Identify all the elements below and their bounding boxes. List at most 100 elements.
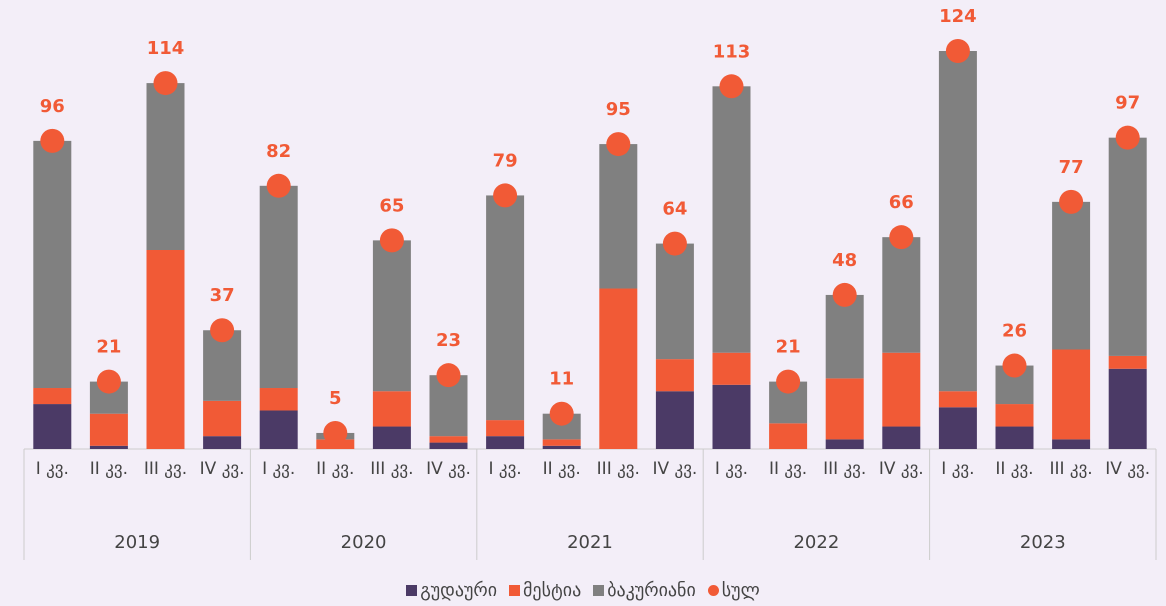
bar-segment bbox=[146, 83, 185, 250]
bar-segment bbox=[599, 288, 638, 449]
legend-item: მესტია bbox=[509, 580, 581, 601]
x-tick-label: II კვ. bbox=[542, 459, 581, 479]
value-label: 21 bbox=[96, 337, 121, 358]
bar-segment bbox=[259, 388, 298, 411]
x-tick-label: IV კვ. bbox=[426, 459, 471, 479]
value-label: 37 bbox=[210, 285, 235, 306]
bar-segment bbox=[599, 144, 638, 289]
bar-segment bbox=[486, 195, 525, 421]
legend-label: ბაკურიანი bbox=[607, 580, 696, 601]
total-dot bbox=[96, 369, 121, 394]
group-label: 2019 bbox=[114, 532, 161, 553]
x-tick-label: II კვ. bbox=[316, 459, 355, 479]
bar-segment bbox=[89, 445, 128, 449]
bar-segment bbox=[712, 86, 751, 353]
total-dot bbox=[40, 128, 65, 153]
bar-segment bbox=[542, 439, 581, 446]
bar-segment bbox=[882, 426, 921, 449]
value-label: 96 bbox=[40, 96, 65, 117]
total-dot bbox=[662, 231, 687, 256]
group-label: 2020 bbox=[340, 532, 387, 553]
legend-label: სულ bbox=[721, 580, 760, 601]
bar-segment bbox=[146, 250, 185, 449]
x-tick-label: IV კვ. bbox=[878, 459, 924, 479]
bar-segment bbox=[938, 391, 977, 408]
value-label: 82 bbox=[266, 141, 291, 162]
x-tick-label: IV კვ. bbox=[199, 459, 245, 479]
x-tick-label: II კვ. bbox=[89, 459, 128, 479]
value-label: 113 bbox=[713, 41, 751, 62]
x-tick-label: I კვ. bbox=[262, 459, 296, 479]
bar-segment bbox=[1108, 368, 1147, 449]
bar-segment bbox=[33, 404, 72, 449]
total-dot bbox=[889, 225, 914, 250]
value-label: 97 bbox=[1115, 93, 1140, 114]
bar-segment bbox=[429, 442, 468, 449]
total-dot bbox=[493, 183, 518, 208]
bar-segment bbox=[769, 423, 808, 449]
bar-segment bbox=[938, 407, 977, 449]
bar-segment bbox=[825, 294, 864, 379]
x-tick-label: I კვ. bbox=[488, 459, 522, 479]
legend-item: სულ bbox=[707, 580, 760, 601]
total-dot bbox=[1059, 189, 1084, 214]
bar-segment bbox=[372, 426, 411, 449]
bar-segment bbox=[1052, 201, 1091, 350]
legend-item: გუდაური bbox=[406, 580, 497, 601]
bar-segment bbox=[1108, 137, 1147, 356]
legend-swatch bbox=[593, 585, 605, 596]
x-tick-label: II კვ. bbox=[768, 459, 808, 479]
total-dot bbox=[436, 363, 461, 388]
bar-segment bbox=[89, 413, 128, 446]
bar-segment bbox=[372, 391, 411, 427]
bar-segment bbox=[995, 426, 1034, 449]
value-label: 26 bbox=[1002, 321, 1027, 342]
legend: გუდაური მესტია ბაკურიანი სულ bbox=[0, 580, 1166, 601]
value-label: 124 bbox=[939, 6, 977, 27]
value-label: 79 bbox=[493, 150, 518, 171]
total-dot bbox=[549, 401, 574, 426]
group-label: 2021 bbox=[567, 532, 613, 553]
bar-segment bbox=[712, 352, 751, 385]
legend-swatch bbox=[406, 585, 418, 596]
bar-segment bbox=[372, 240, 411, 392]
legend-swatch bbox=[707, 585, 719, 596]
x-tick-label: I კვ. bbox=[714, 459, 749, 479]
legend-label: გუდაური bbox=[420, 580, 498, 601]
value-label: 64 bbox=[662, 199, 687, 220]
value-label: 77 bbox=[1059, 157, 1084, 178]
bar-segment bbox=[655, 391, 694, 449]
value-label: 65 bbox=[379, 195, 404, 216]
x-tick-label: I კვ. bbox=[35, 459, 69, 479]
bar-segment bbox=[33, 388, 72, 405]
bar-segment bbox=[542, 445, 581, 449]
value-label: 5 bbox=[329, 388, 342, 409]
bar-segment bbox=[429, 436, 468, 443]
bar-segment bbox=[1052, 439, 1091, 449]
bar-segment bbox=[486, 436, 525, 449]
total-dot bbox=[379, 228, 404, 253]
bar-segment bbox=[1108, 355, 1147, 369]
total-dot bbox=[323, 420, 348, 445]
value-label: 21 bbox=[776, 337, 801, 358]
x-tick-label: III კვ. bbox=[143, 459, 188, 479]
bar-segment bbox=[203, 436, 242, 449]
total-dot bbox=[1115, 125, 1140, 150]
value-label: 66 bbox=[889, 192, 914, 213]
total-dot bbox=[210, 318, 235, 343]
total-dot bbox=[606, 132, 631, 157]
bar-segment bbox=[655, 243, 694, 360]
x-tick-label: I კვ. bbox=[941, 459, 975, 479]
bar-segment bbox=[655, 359, 694, 392]
total-dot bbox=[1002, 353, 1027, 378]
bar-segment bbox=[259, 410, 298, 449]
bar-segment bbox=[938, 51, 977, 392]
value-label: 114 bbox=[147, 38, 185, 59]
bar-segment bbox=[995, 404, 1034, 427]
value-label: 48 bbox=[832, 250, 857, 271]
legend-swatch bbox=[509, 585, 521, 596]
legend-item: ბაკურიანი bbox=[593, 580, 696, 601]
x-tick-label: III კვ. bbox=[1049, 459, 1093, 479]
